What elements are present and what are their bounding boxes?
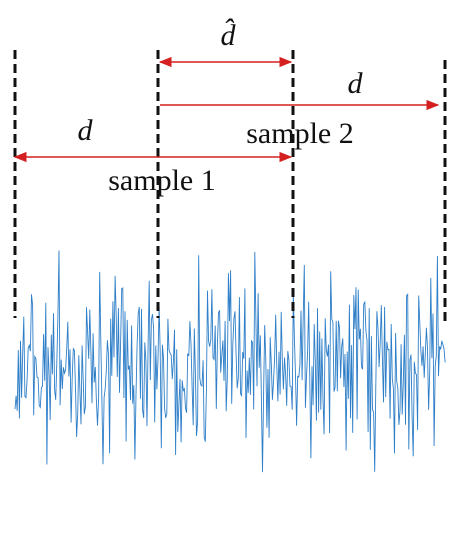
d-label: d	[78, 114, 94, 147]
d-hat-label: d̂	[221, 18, 237, 52]
sample-label: sample 2	[246, 117, 353, 150]
sample-label: sample 1	[108, 164, 215, 197]
signal	[14, 250, 446, 473]
d-label: d	[348, 67, 364, 100]
signal-trace	[14, 250, 446, 473]
